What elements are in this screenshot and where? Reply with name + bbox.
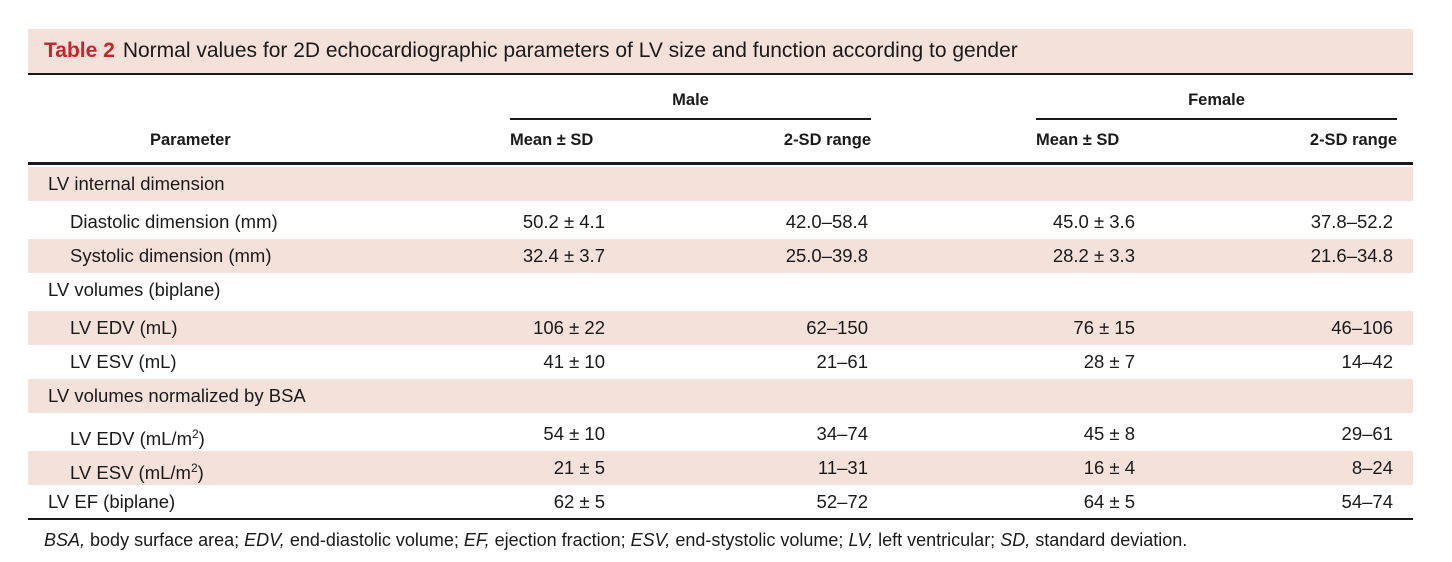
row-shading <box>28 379 1413 413</box>
male-range-cell: 52–72 <box>816 491 868 512</box>
female-mean-sd-cell: 45 ± 8 <box>1083 423 1135 444</box>
male-mean-sd-cell: 41 ± 10 <box>543 351 605 372</box>
male-range-cell: 62–150 <box>806 317 868 338</box>
male-mean-sd-cell: 50.2 ± 4.1 <box>522 211 605 232</box>
female-mean-sd-cell: 64 ± 5 <box>1083 491 1135 512</box>
female-mean-sd-cell: 45.0 ± 3.6 <box>1052 211 1135 232</box>
female-range-cell: 46–106 <box>1331 317 1393 338</box>
female-range-cell: 14–42 <box>1341 351 1393 372</box>
table-caption: Table 2 Normal values for 2D echocardiogr… <box>28 29 1413 73</box>
footnote-abbr: BSA, <box>44 530 86 550</box>
footnote-definition: ejection fraction; <box>489 530 631 550</box>
male-range-cell: 21–61 <box>816 351 868 372</box>
footnote-definition: standard deviation. <box>1030 530 1188 550</box>
header-bottom-rule <box>28 162 1413 165</box>
footnote-abbr: EF, <box>463 530 490 550</box>
row-shading <box>28 311 1413 345</box>
top-rule <box>28 73 1413 75</box>
table-footnote: BSA, body surface area; EDV, end-diastol… <box>44 530 1187 551</box>
footnote-abbr: ESV, <box>630 530 671 550</box>
footnote-definition: left ventricular; <box>873 530 1001 550</box>
table-label: Table 2 <box>44 39 115 62</box>
row-group-label: LV EF (biplane) <box>48 491 176 512</box>
footnote-abbr: EDV, <box>244 530 285 550</box>
male-range-cell: 25.0–39.8 <box>785 245 868 266</box>
female-range-cell: 54–74 <box>1341 491 1393 512</box>
row-sublabel: Systolic dimension (mm) <box>70 245 272 266</box>
header-female-range: 2-SD range <box>1309 131 1397 149</box>
female-mean-sd-cell: 76 ± 15 <box>1073 317 1135 338</box>
row-sublabel: LV EDV (mL/m2) <box>70 427 205 450</box>
row-sublabel: LV EDV (mL) <box>70 317 178 338</box>
female-range-cell: 37.8–52.2 <box>1310 211 1393 232</box>
header-male-range: 2-SD range <box>783 131 871 149</box>
female-range-cell: 8–24 <box>1351 457 1393 478</box>
header-female-mean-sd: Mean ± SD <box>1036 131 1120 149</box>
header-parameter: Parameter <box>150 131 231 149</box>
row-group-label: LV volumes normalized by BSA <box>48 385 306 406</box>
row-shading <box>28 451 1413 485</box>
female-mean-sd-cell: 16 ± 4 <box>1083 457 1135 478</box>
footnote-abbr: LV, <box>848 530 874 550</box>
male-mean-sd-cell: 106 ± 22 <box>533 317 605 338</box>
row-shading <box>28 239 1413 273</box>
row-group-label: LV volumes (biplane) <box>48 279 221 300</box>
male-group-rule <box>510 118 871 120</box>
header-female: Female <box>1188 91 1245 109</box>
female-group-rule <box>1036 118 1397 120</box>
footnote-abbr: SD, <box>1000 530 1031 550</box>
footnote-definition: end-stystolic volume; <box>670 530 849 550</box>
bottom-rule <box>28 518 1413 520</box>
table-title: Normal values for 2D echocardiographic p… <box>122 39 1018 62</box>
female-range-cell: 21.6–34.8 <box>1310 245 1393 266</box>
male-mean-sd-cell: 32.4 ± 3.7 <box>522 245 605 266</box>
male-mean-sd-cell: 21 ± 5 <box>553 457 605 478</box>
female-mean-sd-cell: 28 ± 7 <box>1083 351 1135 372</box>
row-group-label: LV internal dimension <box>48 173 225 194</box>
male-mean-sd-cell: 62 ± 5 <box>553 491 605 512</box>
male-range-cell: 11–31 <box>817 457 868 478</box>
male-mean-sd-cell: 54 ± 10 <box>543 423 605 444</box>
footnote-definition: end-diastolic volume; <box>284 530 464 550</box>
row-sublabel: LV ESV (mL/m2) <box>70 461 204 484</box>
header-male-mean-sd: Mean ± SD <box>510 131 594 149</box>
row-sublabel: Diastolic dimension (mm) <box>70 211 278 232</box>
male-range-cell: 34–74 <box>816 423 868 444</box>
header-male: Male <box>672 91 709 109</box>
row-sublabel: LV ESV (mL) <box>70 351 177 372</box>
female-range-cell: 29–61 <box>1341 423 1393 444</box>
row-shading <box>28 167 1413 201</box>
footnote-definition: body surface area; <box>85 530 245 550</box>
female-mean-sd-cell: 28.2 ± 3.3 <box>1052 245 1135 266</box>
male-range-cell: 42.0–58.4 <box>785 211 868 232</box>
